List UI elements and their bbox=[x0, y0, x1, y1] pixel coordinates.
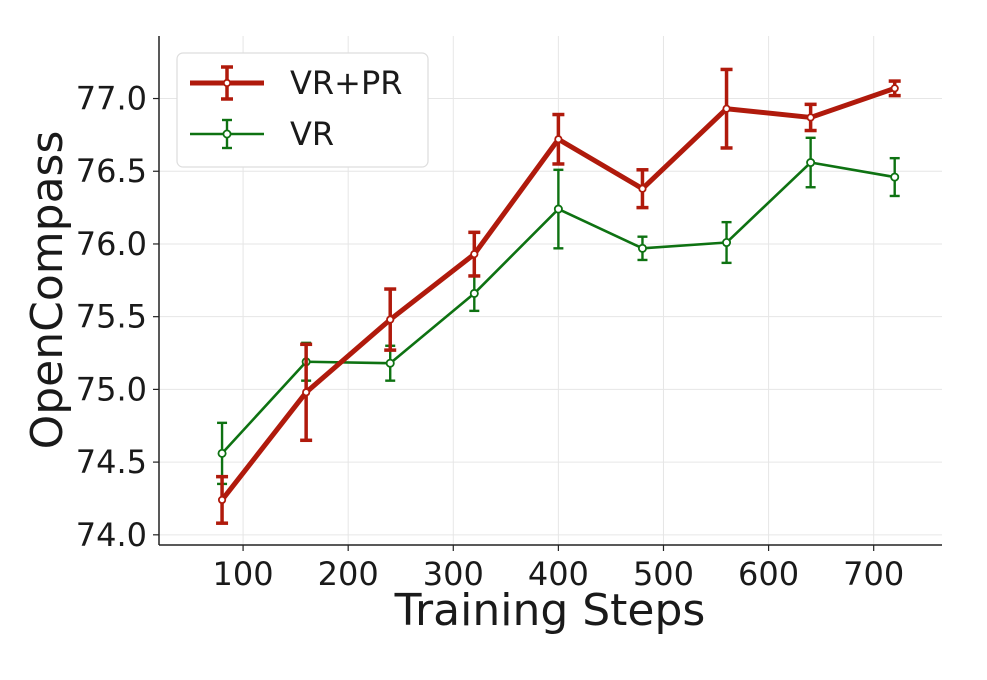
legend-label-vr-pr: VR+PR bbox=[290, 64, 402, 102]
x-tick-label: 300 bbox=[423, 555, 484, 593]
x-tick-label: 600 bbox=[738, 555, 799, 593]
y-tick-label: 74.0 bbox=[76, 516, 147, 554]
series bbox=[216, 67, 901, 525]
legend-entry-vr-pr: VR+PR bbox=[190, 64, 402, 102]
legend: VR+PR VR bbox=[176, 52, 429, 168]
data-point-vr-pr bbox=[386, 315, 395, 324]
data-point-vr bbox=[722, 238, 732, 248]
series-vr-pr bbox=[216, 67, 901, 525]
y-tick-label: 75.0 bbox=[76, 370, 147, 408]
data-point-vr-pr bbox=[554, 135, 563, 144]
ticks: 100 200 300 400 500 600 700 74.0 74.5 75.0 75.5 76.… bbox=[76, 80, 904, 593]
data-point-vr bbox=[385, 358, 395, 368]
data-point-vr bbox=[637, 243, 647, 253]
x-tick-label: 700 bbox=[843, 555, 904, 593]
x-tick-label: 400 bbox=[528, 555, 589, 593]
legend-entry-vr: VR bbox=[190, 115, 334, 153]
data-point-vr-pr bbox=[806, 113, 815, 122]
axes bbox=[158, 36, 942, 546]
legend-marker-vr-pr bbox=[222, 78, 232, 88]
x-tick-label: 100 bbox=[213, 555, 274, 593]
legend-label-vr: VR bbox=[290, 115, 334, 153]
data-point-vr-pr bbox=[890, 84, 899, 93]
y-tick-label: 75.5 bbox=[76, 298, 147, 336]
y-tick-label: 76.0 bbox=[76, 225, 147, 263]
data-point-vr-pr bbox=[217, 495, 227, 505]
data-point-vr bbox=[553, 204, 563, 214]
data-point-vr-pr bbox=[722, 104, 731, 113]
data-point-vr bbox=[890, 172, 900, 182]
data-point-vr bbox=[806, 158, 816, 168]
y-axis-label: OpenCompass bbox=[22, 131, 73, 450]
y-tick-label: 77.0 bbox=[76, 80, 147, 118]
x-axis-label: Training Steps bbox=[394, 585, 706, 636]
x-tick-label: 500 bbox=[633, 555, 694, 593]
data-point-vr-pr bbox=[302, 388, 311, 397]
y-tick-label: 76.5 bbox=[76, 152, 147, 190]
x-tick-label: 200 bbox=[318, 555, 379, 593]
legend-marker-vr bbox=[222, 129, 232, 139]
y-tick-label: 74.5 bbox=[76, 443, 147, 481]
data-point-vr-pr bbox=[470, 250, 479, 259]
data-point-vr bbox=[469, 288, 479, 298]
data-point-vr-pr bbox=[638, 184, 647, 193]
data-point-vr bbox=[217, 448, 227, 458]
